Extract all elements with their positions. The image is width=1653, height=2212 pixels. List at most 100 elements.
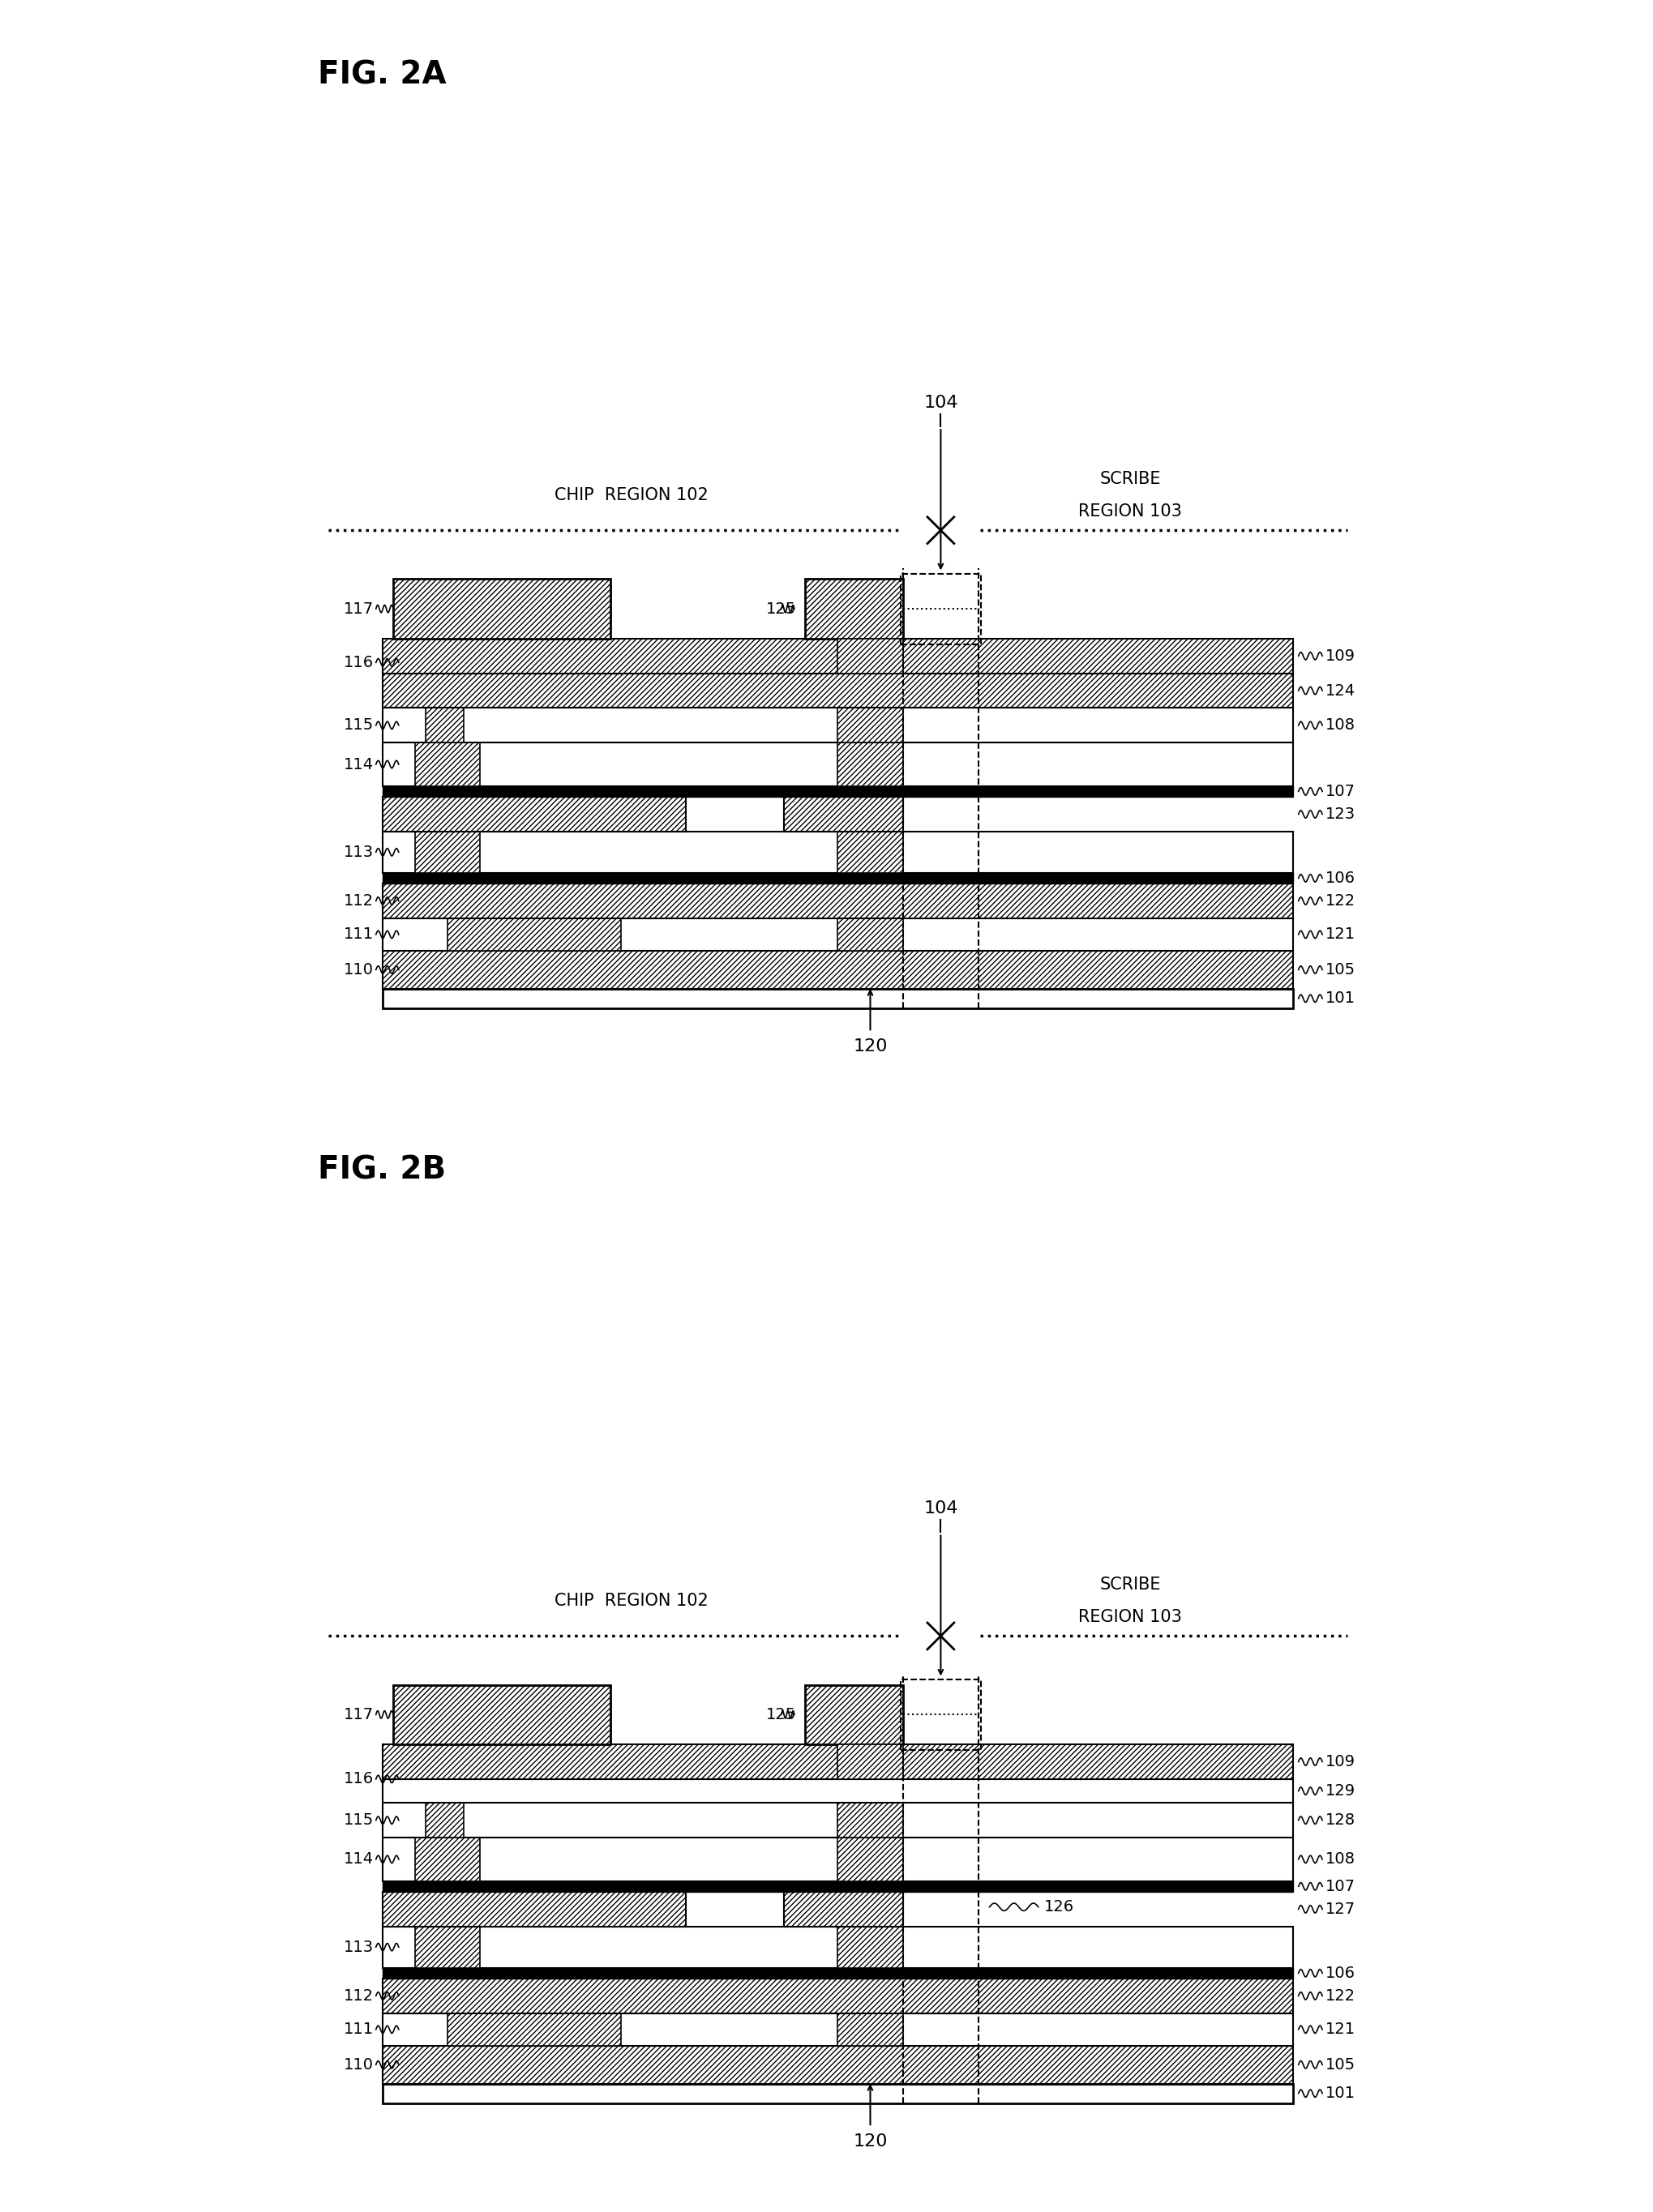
Text: 110: 110 [344, 2057, 374, 2073]
Bar [382, 2084, 1293, 2104]
Bar [838, 639, 903, 672]
Text: 105: 105 [1326, 962, 1355, 978]
Text: 107: 107 [1326, 783, 1355, 799]
Text: 101: 101 [1326, 991, 1355, 1006]
Bar [382, 989, 1293, 1009]
Text: 101: 101 [1326, 2086, 1355, 2101]
Text: 121: 121 [1326, 927, 1355, 942]
Text: 125: 125 [765, 1708, 797, 1723]
Bar [382, 832, 1293, 874]
Text: 107: 107 [1326, 1878, 1355, 1893]
Text: 125: 125 [765, 602, 797, 617]
Text: FIG. 2A: FIG. 2A [317, 60, 446, 91]
Bar [805, 580, 903, 639]
Bar [838, 1745, 903, 1778]
Bar [425, 1803, 463, 1838]
Text: 113: 113 [344, 845, 374, 860]
Bar [415, 743, 479, 785]
Text: 106: 106 [1326, 872, 1355, 885]
Bar [415, 832, 479, 874]
Text: CHIP  REGION 102: CHIP REGION 102 [555, 487, 709, 502]
Bar [901, 573, 980, 644]
Text: 121: 121 [1326, 2022, 1355, 2037]
Text: 108: 108 [1326, 717, 1355, 732]
Text: 115: 115 [344, 717, 374, 732]
Text: 110: 110 [344, 962, 374, 978]
Text: 109: 109 [1326, 648, 1355, 664]
Bar [415, 1838, 479, 1880]
Text: 116: 116 [344, 1772, 374, 1787]
Text: FIG. 2B: FIG. 2B [317, 1155, 445, 1186]
Text: 120: 120 [853, 1040, 888, 1055]
Text: 128: 128 [1326, 1812, 1355, 1827]
Bar [382, 639, 1293, 672]
Text: REGION 103: REGION 103 [1078, 1608, 1182, 1626]
Text: 114: 114 [344, 1851, 374, 1867]
Bar [838, 743, 903, 785]
Bar [784, 1891, 903, 1927]
Bar [382, 1745, 1293, 1778]
Text: 114: 114 [344, 757, 374, 772]
Bar [382, 743, 1293, 785]
Bar [415, 1927, 479, 1969]
Bar [382, 785, 1293, 796]
Bar [382, 1891, 686, 1927]
Text: 106: 106 [1326, 1966, 1355, 1980]
Bar [382, 883, 1293, 918]
Text: 115: 115 [344, 1812, 374, 1827]
Bar [838, 832, 903, 874]
Text: 112: 112 [344, 894, 374, 909]
Text: CHIP  REGION 102: CHIP REGION 102 [555, 1593, 709, 1608]
Bar [382, 1803, 1293, 1838]
Text: 109: 109 [1326, 1754, 1355, 1770]
Bar [838, 1803, 903, 1838]
Bar [838, 708, 903, 743]
Bar [425, 708, 463, 743]
Text: 127: 127 [1326, 1902, 1355, 1918]
Bar [901, 1679, 980, 1750]
Bar [382, 1778, 1293, 1803]
Text: 123: 123 [1326, 807, 1355, 823]
Text: 122: 122 [1326, 1989, 1355, 2004]
Bar [382, 796, 686, 832]
Bar [382, 708, 1293, 743]
Text: 120: 120 [853, 2135, 888, 2150]
Bar [393, 580, 610, 639]
Text: 129: 129 [1326, 1783, 1355, 1798]
Bar [838, 918, 903, 951]
Bar [382, 1880, 1293, 1891]
Bar [382, 1969, 1293, 1978]
Bar [382, 2046, 1293, 2084]
Text: 126: 126 [1043, 1900, 1073, 1916]
Text: 105: 105 [1326, 2057, 1355, 2073]
Text: 111: 111 [344, 2022, 374, 2037]
Text: 122: 122 [1326, 894, 1355, 909]
Bar [382, 918, 1293, 951]
Bar [382, 672, 1293, 708]
Bar [393, 1686, 610, 1745]
Text: 113: 113 [344, 1940, 374, 1955]
Text: 104: 104 [922, 394, 957, 411]
Text: 104: 104 [922, 1500, 957, 1517]
Text: 117: 117 [344, 602, 374, 617]
Text: 112: 112 [344, 1989, 374, 2004]
Bar [805, 1686, 903, 1745]
Bar [448, 2013, 620, 2046]
Text: 108: 108 [1326, 1851, 1355, 1867]
Bar [382, 1927, 1293, 1969]
Bar [382, 1978, 1293, 2013]
Bar [448, 918, 620, 951]
Bar [838, 1927, 903, 1969]
Text: REGION 103: REGION 103 [1078, 502, 1182, 520]
Bar [784, 796, 903, 832]
Bar [838, 2013, 903, 2046]
Bar [382, 951, 1293, 989]
Bar [838, 1838, 903, 1880]
Bar [382, 874, 1293, 883]
Bar [382, 2013, 1293, 2046]
Text: 111: 111 [344, 927, 374, 942]
Text: 116: 116 [344, 655, 374, 670]
Text: SCRIBE: SCRIBE [1099, 1577, 1160, 1593]
Text: SCRIBE: SCRIBE [1099, 471, 1160, 487]
Text: 117: 117 [344, 1708, 374, 1723]
